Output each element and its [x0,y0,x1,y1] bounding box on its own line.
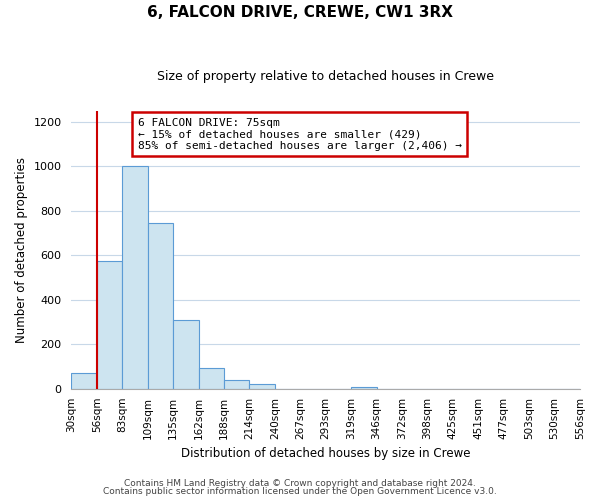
Bar [199,368,224,389]
Bar [250,384,275,389]
Bar [122,166,148,389]
Y-axis label: Number of detached properties: Number of detached properties [15,156,28,342]
Title: Size of property relative to detached houses in Crewe: Size of property relative to detached ho… [157,70,494,83]
Text: 6, FALCON DRIVE, CREWE, CW1 3RX: 6, FALCON DRIVE, CREWE, CW1 3RX [147,5,453,20]
X-axis label: Distribution of detached houses by size in Crewe: Distribution of detached houses by size … [181,447,470,460]
Bar [148,223,173,389]
Bar [351,386,377,389]
Text: 6 FALCON DRIVE: 75sqm
← 15% of detached houses are smaller (429)
85% of semi-det: 6 FALCON DRIVE: 75sqm ← 15% of detached … [137,118,461,150]
Bar [97,261,122,389]
Bar [173,320,199,389]
Bar [71,374,97,389]
Bar [224,380,250,389]
Text: Contains HM Land Registry data © Crown copyright and database right 2024.: Contains HM Land Registry data © Crown c… [124,478,476,488]
Text: Contains public sector information licensed under the Open Government Licence v3: Contains public sector information licen… [103,487,497,496]
